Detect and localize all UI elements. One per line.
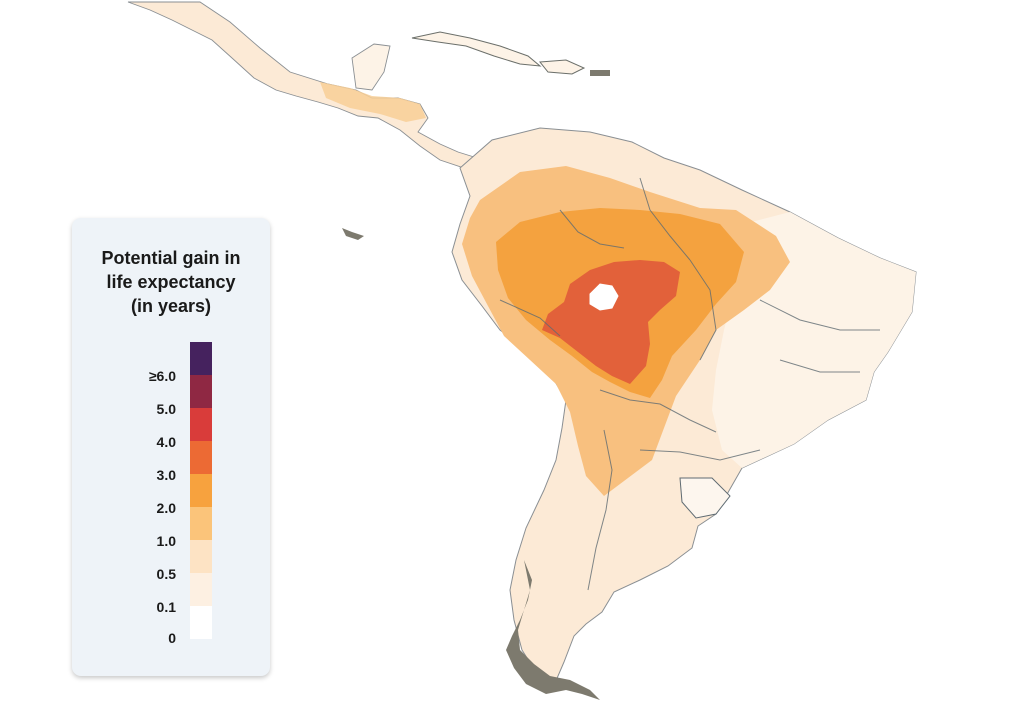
legend-tick: 0.1 — [156, 599, 176, 615]
caribbean-hispaniola — [539, 59, 586, 75]
legend-title-line-1: Potential gain in — [101, 248, 241, 268]
amazon-very-high-region — [542, 260, 680, 384]
legend-swatch — [190, 375, 212, 408]
legend-swatch — [190, 474, 212, 507]
legend-tick: 4.0 — [156, 434, 176, 450]
legend-title: Potential gain in life expectancy (in ye… — [78, 246, 264, 318]
legend-tick: 5.0 — [156, 401, 176, 417]
legend-swatch — [190, 606, 212, 639]
legend-tick: 1.0 — [156, 533, 176, 549]
legend-tick: 0.5 — [156, 566, 176, 582]
mexico-region — [127, 1, 502, 171]
legend-swatch — [190, 342, 212, 375]
no-data-area — [589, 283, 619, 311]
galapagos — [342, 228, 364, 240]
legend-swatch — [190, 573, 212, 606]
legend-swatch — [190, 540, 212, 573]
legend: Potential gain in life expectancy (in ye… — [72, 218, 270, 676]
legend-title-line-2: life expectancy — [106, 272, 236, 292]
uruguay-region — [679, 477, 731, 519]
legend-swatch — [190, 441, 212, 474]
legend-title-line-3: (in years) — [130, 296, 212, 316]
central-america-band — [320, 82, 426, 122]
legend-swatch — [190, 408, 212, 441]
caribbean-puerto-rico — [590, 70, 610, 76]
legend-tick: ≥6.0 — [148, 368, 176, 384]
legend-tick: 2.0 — [156, 500, 176, 516]
border-lines — [499, 177, 880, 591]
legend-tick: 3.0 — [156, 467, 176, 483]
chile-coast — [506, 560, 600, 700]
yucatan — [351, 43, 391, 91]
legend-tick: 0 — [168, 630, 176, 646]
caribbean-cuba — [411, 31, 542, 67]
legend-swatch — [190, 507, 212, 540]
